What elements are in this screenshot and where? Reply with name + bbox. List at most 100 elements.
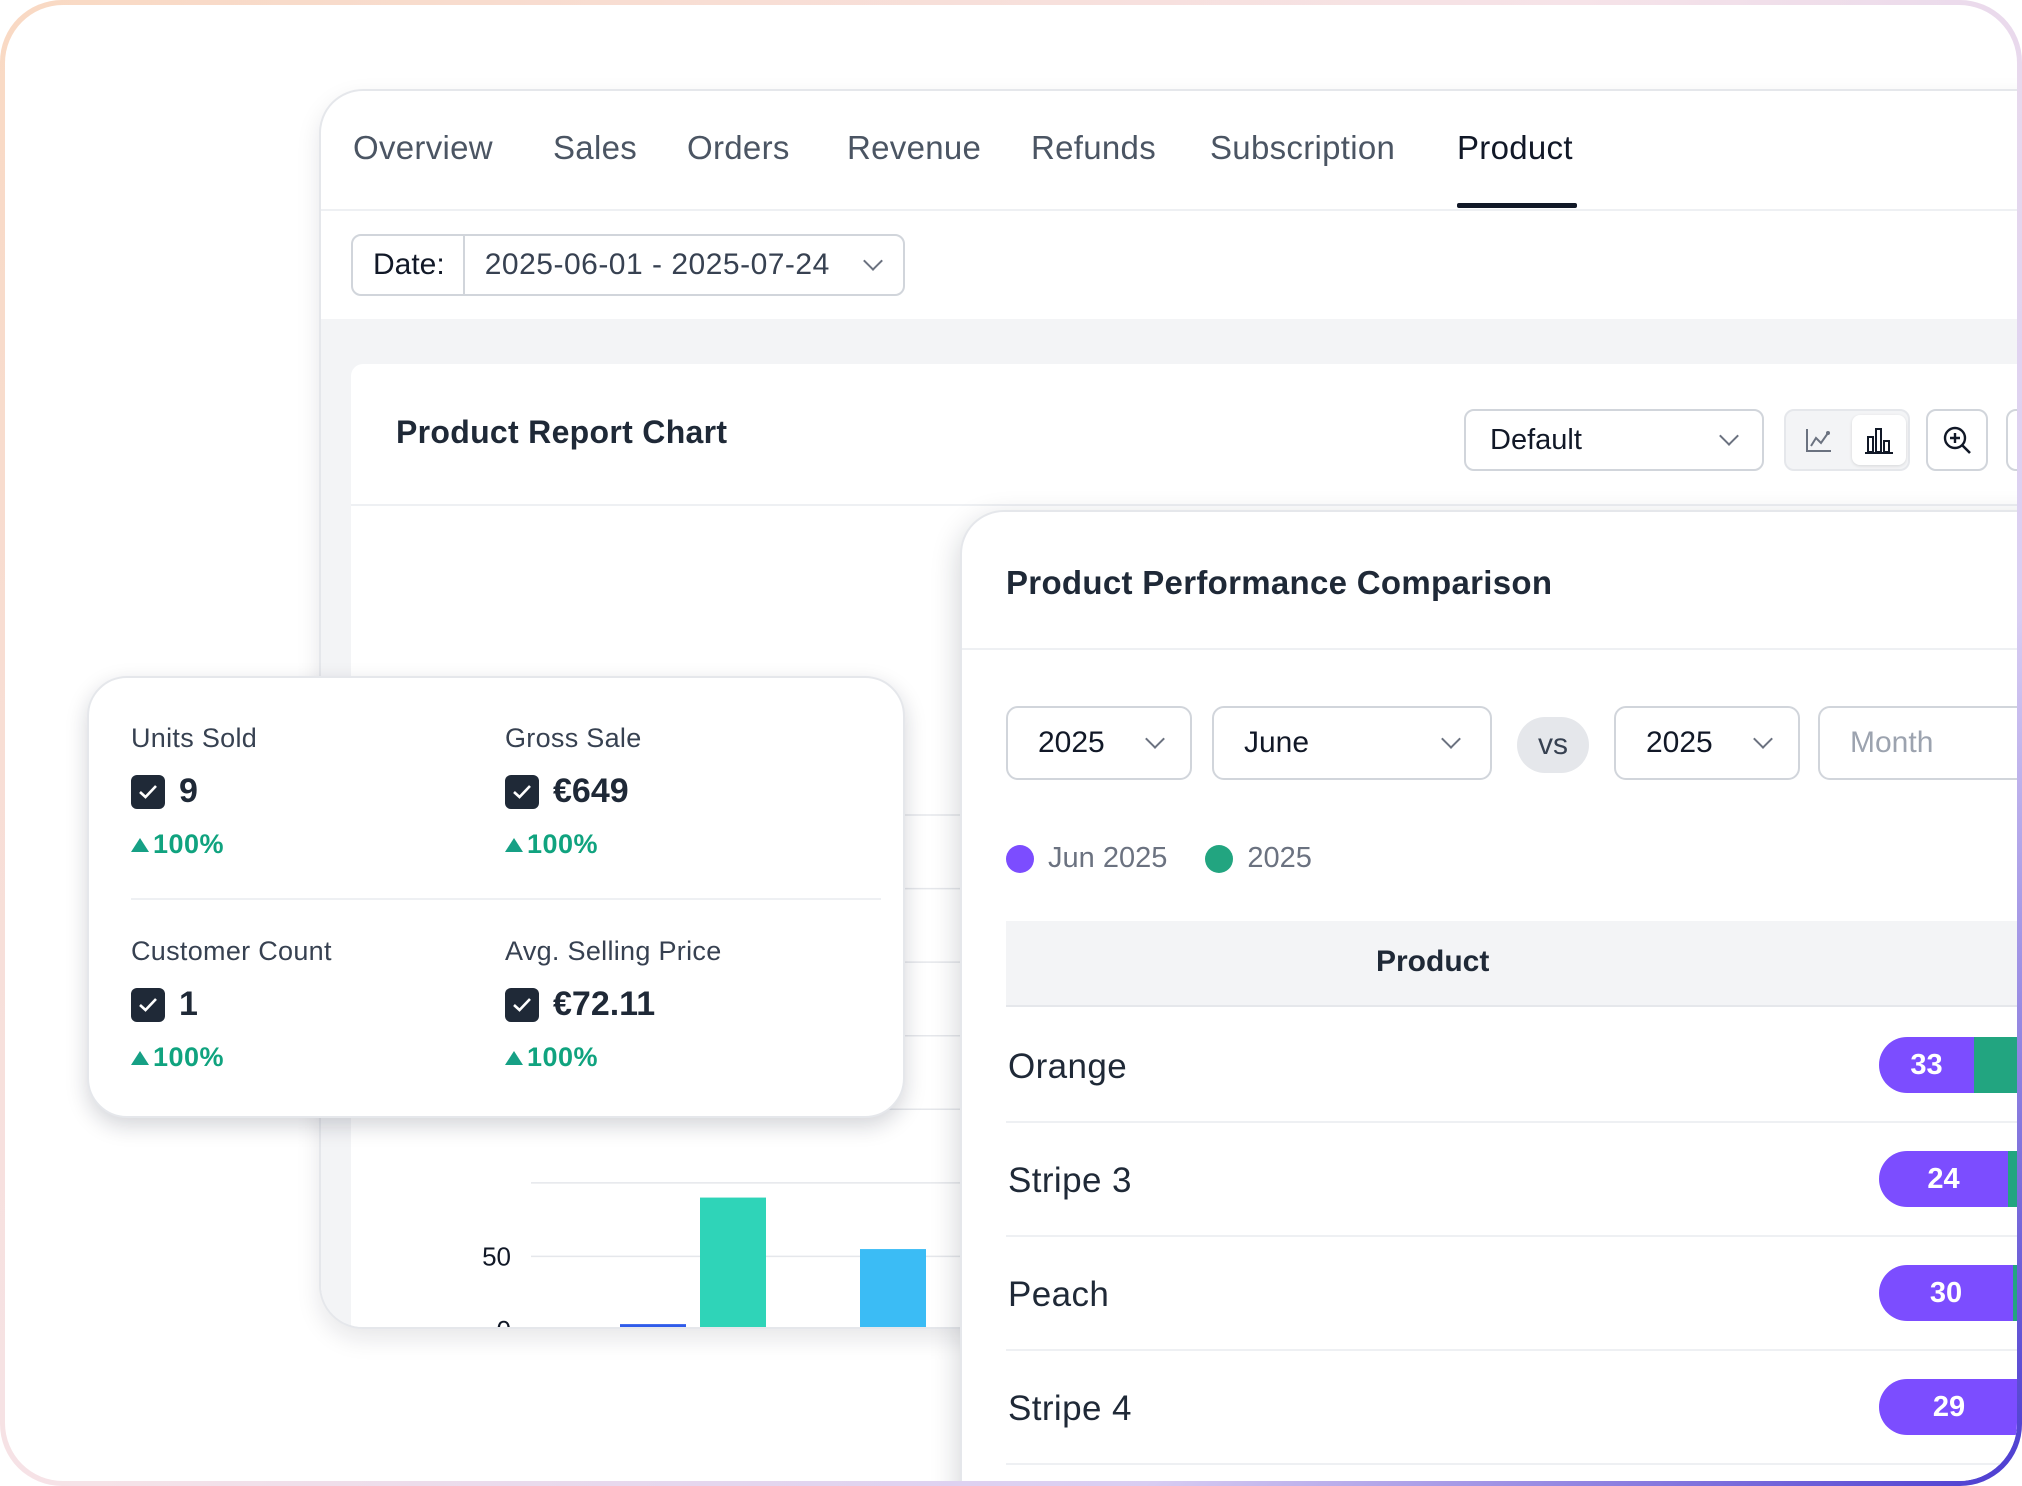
active-tab-indicator [1457, 203, 1577, 208]
kpi-units-sold: Units Sold 9 100% [131, 723, 491, 860]
year-a-select[interactable]: 2025 [1006, 706, 1192, 780]
comparison-bar: 29 [1879, 1379, 2017, 1435]
tab-subscription[interactable]: Subscription [1210, 129, 1396, 166]
kpi-change: 100% [131, 829, 491, 860]
zoom-button[interactable] [1926, 409, 1988, 471]
bar[interactable] [700, 1197, 766, 1329]
chevron-down-icon [1719, 426, 1739, 446]
product-name: Orange [1008, 1047, 1128, 1086]
bar-value-a: 30 [1879, 1265, 2013, 1321]
kpi-avg-selling-price: Avg. Selling Price €72.11 100% [505, 936, 865, 1073]
y-tick-label: 0 [497, 1315, 511, 1329]
chart-view-select[interactable]: Default [1464, 409, 1764, 471]
bar-chart-icon[interactable] [1852, 415, 1906, 465]
chart-header: Product Report Chart Default [351, 364, 2017, 506]
table-row: Orange 33 [1006, 1009, 2017, 1123]
chart-view-select-value: Default [1490, 423, 1582, 456]
date-range-filter[interactable]: Date: 2025-06-01 - 2025-07-24 [351, 234, 905, 296]
more-button[interactable] [2006, 409, 2017, 471]
month-a-value: June [1244, 726, 1310, 759]
checkbox-checked-icon[interactable] [131, 774, 165, 809]
comparison-title: Product Performance Comparison [1006, 564, 1553, 601]
tab-revenue[interactable]: Revenue [847, 129, 982, 166]
kpi-divider [131, 898, 881, 900]
legend-dot [1205, 844, 1234, 873]
year-b-select[interactable]: 2025 [1614, 706, 1800, 780]
column-header-product: Product [1376, 945, 1490, 978]
bar-value-a: 29 [1879, 1379, 2017, 1435]
chevron-down-icon [1753, 729, 1773, 749]
legend-dot [1006, 844, 1034, 873]
table-row: Stripe 4 29 [1006, 1351, 2017, 1465]
kpi-change-value: 100% [153, 1042, 225, 1072]
product-name: Peach [1008, 1275, 1110, 1314]
product-table-header: Product [1006, 921, 2017, 1007]
tab-sales[interactable]: Sales [553, 129, 638, 166]
year-a-value: 2025 [1038, 726, 1105, 759]
chart-type-toggle [1784, 409, 1910, 471]
kpi-value: 1 [179, 985, 198, 1023]
table-row: Peach 30 [1006, 1237, 2017, 1351]
product-name: Stripe 4 [1008, 1389, 1132, 1428]
bar-value-b [2008, 1151, 2017, 1207]
y-tick-label: 50 [482, 1241, 511, 1271]
bar[interactable] [860, 1249, 926, 1329]
kpi-change: 100% [505, 829, 865, 860]
kpi-label: Gross Sale [505, 723, 642, 753]
month-a-select[interactable]: June [1212, 706, 1492, 780]
line-chart-icon[interactable] [1792, 415, 1846, 465]
checkbox-checked-icon[interactable] [505, 987, 539, 1022]
arrow-up-icon [131, 1050, 149, 1065]
kpi-value: €649 [553, 772, 629, 810]
product-performance-comparison-panel: Product Performance Comparison 2025 June… [960, 510, 2017, 1481]
canvas: Overview Sales Orders Revenue Refunds Su… [5, 5, 2017, 1481]
vs-label: vs [1517, 717, 1589, 773]
kpi-value: 9 [179, 772, 198, 810]
comparison-header: Product Performance Comparison [962, 512, 2017, 650]
tab-orders[interactable]: Orders [687, 129, 790, 166]
legend-label: 2025 [1247, 842, 1312, 874]
kpi-change-value: 100% [527, 1042, 599, 1072]
legend-item-period-b: 2025 [1205, 842, 1312, 875]
kpi-summary-card: Units Sold 9 100% Gross Sale €649 10 [87, 676, 905, 1118]
kpi-label: Units Sold [131, 723, 258, 753]
kpi-label: Customer Count [131, 936, 332, 966]
arrow-up-icon [505, 1050, 523, 1065]
checkbox-checked-icon[interactable] [505, 774, 539, 809]
legend-label: Jun 2025 [1048, 842, 1168, 874]
chart-title: Product Report Chart [396, 414, 728, 450]
bar-value-a: 24 [1879, 1151, 2008, 1207]
arrow-up-icon [131, 837, 149, 852]
month-b-placeholder: Month [1850, 726, 1934, 759]
table-row: Stripe 3 24 [1006, 1123, 2017, 1237]
date-filter-label: Date: [353, 236, 465, 294]
kpi-change: 100% [505, 1042, 865, 1073]
kpi-customer-count: Customer Count 1 100% [131, 936, 491, 1073]
chevron-down-icon [1441, 729, 1461, 749]
product-name: Stripe 3 [1008, 1161, 1132, 1200]
tab-overview[interactable]: Overview [353, 129, 493, 166]
arrow-up-icon [505, 837, 523, 852]
zoom-in-icon [1943, 426, 1971, 454]
month-b-select[interactable]: Month [1818, 706, 2017, 780]
comparison-bar: 24 [1879, 1151, 2017, 1207]
tab-product[interactable]: Product [1457, 129, 1573, 166]
kpi-label: Avg. Selling Price [505, 936, 722, 966]
legend-item-period-a: Jun 2025 [1006, 842, 1167, 875]
tab-bar: Overview Sales Orders Revenue Refunds Su… [321, 91, 2017, 211]
year-b-value: 2025 [1646, 726, 1713, 759]
comparison-bar: 30 [1879, 1265, 2017, 1321]
comparison-bar: 33 [1879, 1037, 2017, 1093]
bar-value-b [2013, 1265, 2017, 1321]
tab-refunds[interactable]: Refunds [1031, 129, 1157, 166]
comparison-legend: Jun 2025 2025 [1006, 842, 1350, 875]
bar[interactable] [620, 1324, 686, 1329]
chevron-down-icon [863, 251, 883, 271]
date-filter-value: 2025-06-01 - 2025-07-24 [484, 248, 830, 281]
kpi-change-value: 100% [153, 829, 225, 859]
checkbox-checked-icon[interactable] [131, 987, 165, 1022]
kpi-gross-sale: Gross Sale €649 100% [505, 723, 865, 860]
kpi-change: 100% [131, 1042, 491, 1073]
kpi-change-value: 100% [527, 829, 599, 859]
